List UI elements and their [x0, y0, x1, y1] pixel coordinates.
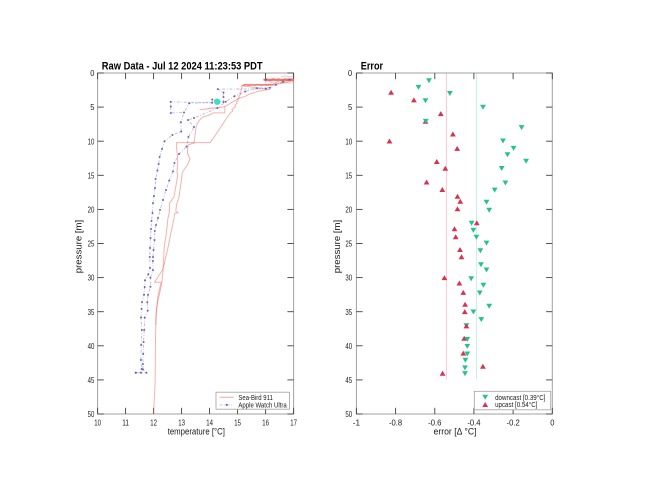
svg-text:20: 20 — [88, 205, 95, 215]
svg-text:-1: -1 — [353, 417, 361, 427]
svg-text:15: 15 — [234, 417, 241, 427]
svg-text:pressure [m]: pressure [m] — [332, 220, 342, 274]
svg-text:-0.2: -0.2 — [507, 417, 521, 427]
svg-text:16: 16 — [262, 417, 269, 427]
svg-text:Apple Watch Ultra: Apple Watch Ultra — [238, 403, 286, 410]
svg-text:15: 15 — [345, 170, 352, 180]
svg-text:17: 17 — [290, 417, 297, 427]
svg-text:5: 5 — [90, 102, 95, 112]
svg-text:40: 40 — [345, 341, 352, 351]
svg-text:13: 13 — [178, 417, 185, 427]
svg-text:Error: Error — [361, 61, 384, 73]
svg-text:downcast [0.39°C]: downcast [0.39°C] — [495, 394, 545, 402]
svg-text:10: 10 — [94, 417, 101, 427]
svg-text:10: 10 — [345, 136, 352, 146]
svg-text:35: 35 — [88, 307, 95, 317]
svg-text:upcast [0.54°C]: upcast [0.54°C] — [495, 401, 537, 409]
svg-text:Raw Data - Jul 12 2024 11:23:5: Raw Data - Jul 12 2024 11:23:53 PDT — [102, 61, 263, 73]
svg-text:-0.8: -0.8 — [389, 417, 403, 427]
svg-text:5: 5 — [348, 102, 353, 112]
svg-text:30: 30 — [345, 273, 352, 283]
svg-text:10: 10 — [88, 136, 95, 146]
svg-text:0: 0 — [348, 68, 353, 78]
svg-text:30: 30 — [88, 273, 95, 283]
svg-text:14: 14 — [206, 417, 213, 427]
svg-text:Sea-Bird 911: Sea-Bird 911 — [238, 395, 272, 402]
svg-text:50: 50 — [345, 409, 352, 419]
svg-text:35: 35 — [345, 307, 352, 317]
svg-text:20: 20 — [345, 205, 352, 215]
svg-text:temperature [°C]: temperature [°C] — [168, 426, 225, 436]
svg-text:-0.4: -0.4 — [467, 417, 481, 427]
svg-text:12: 12 — [150, 417, 157, 427]
svg-text:15: 15 — [88, 170, 95, 180]
svg-text:-0.6: -0.6 — [428, 417, 442, 427]
svg-text:45: 45 — [345, 375, 352, 385]
svg-text:0: 0 — [550, 417, 555, 427]
svg-text:0: 0 — [90, 68, 95, 78]
svg-text:error [Δ °C]: error [Δ °C] — [434, 426, 477, 436]
svg-text:25: 25 — [345, 239, 352, 249]
svg-text:45: 45 — [88, 375, 95, 385]
svg-text:11: 11 — [122, 417, 129, 427]
svg-text:40: 40 — [88, 341, 95, 351]
svg-text:50: 50 — [88, 409, 95, 419]
svg-text:25: 25 — [88, 239, 95, 249]
svg-text:pressure [m]: pressure [m] — [73, 220, 83, 274]
